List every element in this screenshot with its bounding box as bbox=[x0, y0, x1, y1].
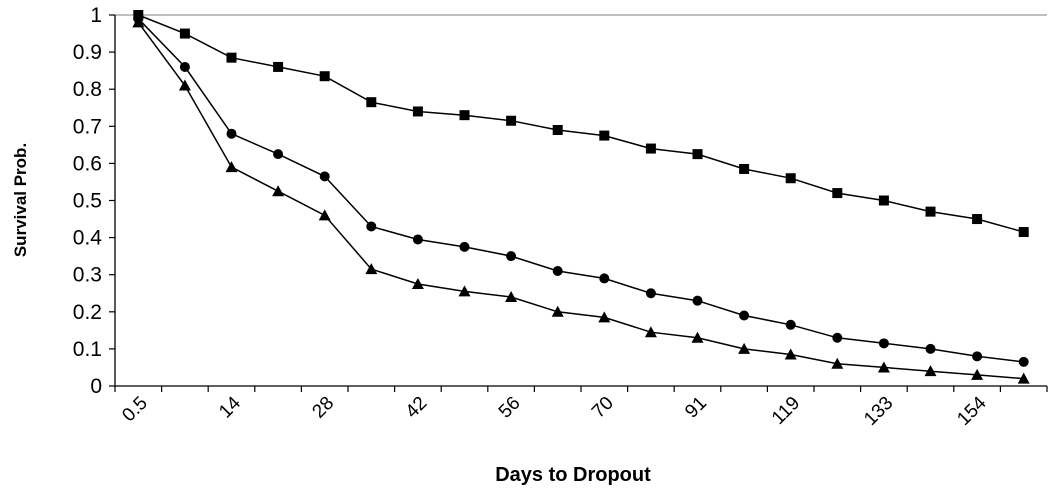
circle-marker bbox=[273, 149, 284, 160]
circle-marker bbox=[878, 338, 889, 349]
series-square-line bbox=[138, 14, 1024, 233]
triangle-marker bbox=[318, 209, 331, 221]
x-tick-label: 91 bbox=[681, 393, 711, 423]
square-marker bbox=[692, 149, 703, 160]
triangle-marker bbox=[971, 368, 984, 380]
circle-marker bbox=[552, 265, 563, 276]
y-tick-label: 0.6 bbox=[73, 152, 102, 175]
y-tick-label: 0.3 bbox=[73, 264, 102, 287]
circle-marker bbox=[972, 351, 983, 362]
circle-marker bbox=[412, 234, 423, 245]
square-marker bbox=[366, 97, 377, 108]
square-marker bbox=[599, 130, 610, 141]
x-axis-title: Days to Dropout bbox=[495, 464, 651, 486]
circle-marker bbox=[179, 61, 190, 72]
x-tick-label: 119 bbox=[768, 393, 804, 429]
square-marker bbox=[925, 206, 936, 217]
square-marker bbox=[645, 143, 656, 154]
y-tick-label: 0.2 bbox=[73, 301, 102, 324]
y-tick-label: 0 bbox=[90, 375, 102, 398]
triangle-marker bbox=[178, 79, 191, 91]
circle-marker bbox=[832, 332, 843, 343]
square-marker bbox=[506, 115, 517, 126]
triangle-marker bbox=[458, 285, 471, 297]
circle-marker bbox=[366, 221, 377, 232]
square-marker bbox=[459, 110, 470, 121]
square-marker bbox=[878, 195, 889, 206]
square-marker bbox=[273, 61, 284, 72]
square-marker bbox=[832, 188, 843, 199]
x-tick-label: 28 bbox=[308, 393, 338, 423]
square-marker bbox=[785, 173, 796, 184]
circle-marker bbox=[785, 319, 796, 330]
triangle-marker bbox=[784, 348, 797, 360]
x-tick-label: 154 bbox=[953, 392, 991, 430]
square-marker bbox=[1018, 227, 1029, 238]
square-marker bbox=[552, 125, 563, 136]
triangle-marker bbox=[831, 357, 844, 369]
y-tick-label: 0.5 bbox=[73, 190, 102, 213]
circle-marker bbox=[599, 273, 610, 284]
triangle-marker bbox=[644, 326, 657, 338]
square-marker bbox=[739, 163, 750, 174]
square-marker bbox=[972, 214, 983, 225]
triangle-marker bbox=[225, 161, 238, 173]
square-marker bbox=[319, 71, 330, 82]
square-marker bbox=[179, 28, 190, 39]
triangle-marker bbox=[505, 290, 518, 302]
triangle-marker bbox=[924, 365, 937, 377]
triangle-marker bbox=[1017, 372, 1030, 384]
y-tick-label: 0.9 bbox=[73, 41, 102, 64]
x-tick-label: 42 bbox=[402, 393, 432, 423]
y-tick-label: 0.8 bbox=[73, 78, 102, 101]
circle-marker bbox=[692, 295, 703, 306]
triangle-marker bbox=[691, 331, 704, 343]
triangle-marker bbox=[598, 311, 611, 323]
triangle-marker bbox=[411, 277, 424, 289]
series-circle-line bbox=[137, 18, 1024, 363]
y-tick-label: 1 bbox=[90, 4, 102, 27]
circle-marker bbox=[739, 310, 750, 321]
square-marker bbox=[226, 52, 237, 63]
circle-marker bbox=[459, 241, 470, 252]
x-tick-label: 70 bbox=[588, 393, 618, 423]
y-tick-label: 0.4 bbox=[73, 227, 103, 250]
x-tick-label: 56 bbox=[495, 393, 525, 423]
triangle-marker bbox=[738, 342, 751, 354]
circle-marker bbox=[1018, 356, 1029, 367]
triangle-marker bbox=[551, 305, 564, 317]
triangle-marker bbox=[272, 185, 285, 197]
triangle-marker bbox=[877, 361, 890, 373]
circle-marker bbox=[645, 288, 656, 299]
y-tick-label: 0.7 bbox=[73, 115, 102, 138]
circle-marker bbox=[506, 251, 517, 262]
triangle-marker bbox=[132, 16, 145, 28]
circle-marker bbox=[226, 128, 237, 139]
series-triangle-line bbox=[137, 21, 1024, 380]
x-tick-label: 0.5 bbox=[118, 393, 152, 427]
square-marker bbox=[412, 106, 423, 117]
triangle-marker bbox=[365, 263, 378, 275]
circle-marker bbox=[925, 343, 936, 354]
circle-marker bbox=[319, 171, 330, 182]
y-tick-label: 0.1 bbox=[73, 338, 102, 361]
y-axis-title: Survival Prob. bbox=[11, 143, 30, 257]
x-tick-label: 133 bbox=[860, 393, 897, 430]
x-tick-label: 14 bbox=[215, 392, 245, 422]
